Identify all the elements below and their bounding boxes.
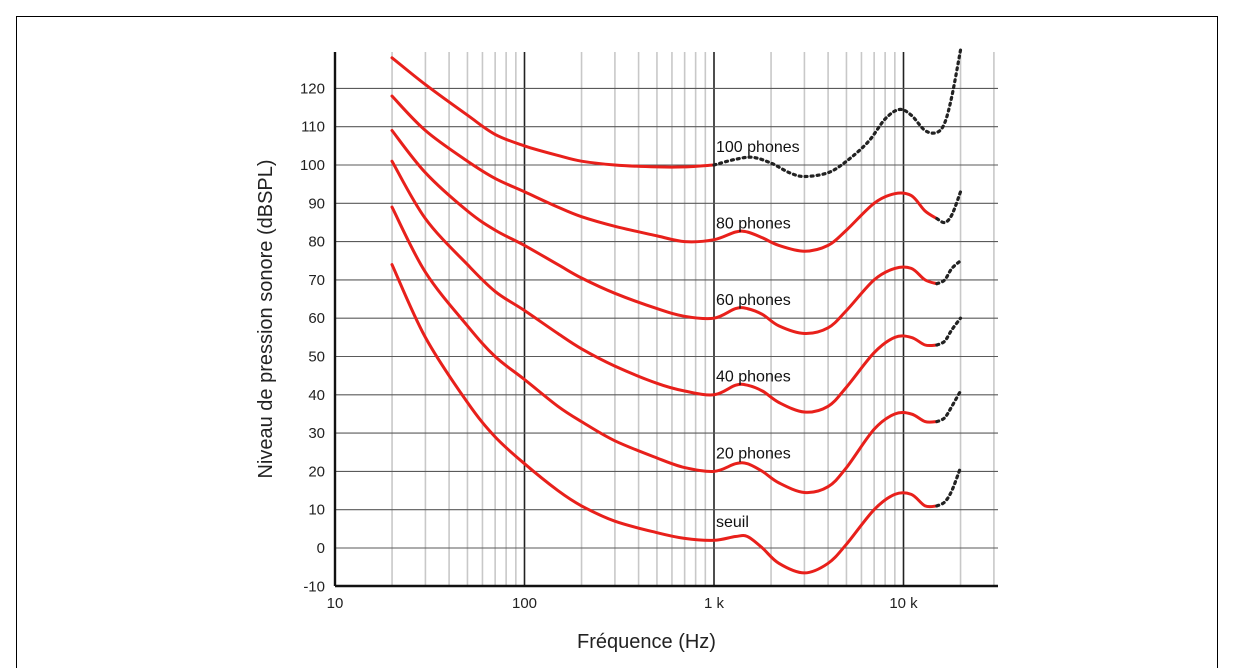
- y-tick-label: 0: [317, 540, 325, 557]
- y-tick-label: 20: [308, 463, 325, 480]
- tick-labels: -10 0 10 20 30 40 50 60 70 80 90 100 110 120 10 100 1 k 1…: [300, 80, 918, 612]
- y-tick-label: 30: [308, 425, 325, 442]
- x-axis-title: Fréquence (Hz): [577, 631, 716, 653]
- curve-seuil: [390, 263, 939, 575]
- curve-label: 80 phones: [716, 215, 791, 232]
- curve-label: seuil: [716, 514, 749, 531]
- curve-dotted-100-phones: [712, 48, 963, 179]
- y-tick-label: 80: [308, 234, 325, 251]
- curve-label: 60 phones: [716, 292, 791, 309]
- y-tick-label: -10: [303, 578, 325, 595]
- curve-20-phones: [390, 205, 939, 495]
- x-tick-label: 1 k: [704, 595, 725, 612]
- curve-dotted-60-phones: [935, 259, 963, 286]
- x-tick-label: 10 k: [889, 595, 918, 612]
- y-tick-label: 70: [308, 272, 325, 289]
- curve-dotted-40-phones: [935, 316, 963, 347]
- curves: [390, 48, 963, 575]
- curve-dotted-80-phones: [935, 190, 963, 225]
- curve-labels: 100 phones 80 phones 60 phones 40 phones 20 …: [716, 139, 800, 531]
- curve-label: 100 phones: [716, 139, 800, 156]
- y-gridlines: [335, 87, 998, 549]
- y-tick-label: 110: [301, 119, 325, 136]
- y-tick-label: 60: [308, 310, 325, 327]
- x-tick-label: 100: [512, 595, 537, 612]
- y-tick-label: 40: [308, 387, 325, 404]
- x-tick-label: 10: [327, 595, 344, 612]
- y-tick-label: 10: [308, 502, 325, 519]
- curve-label: 20 phones: [716, 445, 791, 462]
- axes: [333, 52, 998, 588]
- y-axis-title: Niveau de pression sonore (dBSPL): [255, 159, 277, 478]
- curve-100-phones: [390, 56, 716, 169]
- y-tick-label: 100: [300, 157, 325, 174]
- curve-dotted-20-phones: [935, 389, 963, 424]
- curve-40-phones: [390, 159, 939, 414]
- curve-label: 40 phones: [716, 369, 791, 386]
- y-tick-label: 50: [308, 349, 325, 366]
- curve-80-phones: [390, 94, 939, 253]
- curve-60-phones: [390, 129, 939, 336]
- y-tick-label: 120: [300, 80, 325, 97]
- y-tick-label: 90: [308, 195, 325, 212]
- chart-frame: [16, 16, 1218, 668]
- curve-dotted-seuil: [935, 466, 963, 508]
